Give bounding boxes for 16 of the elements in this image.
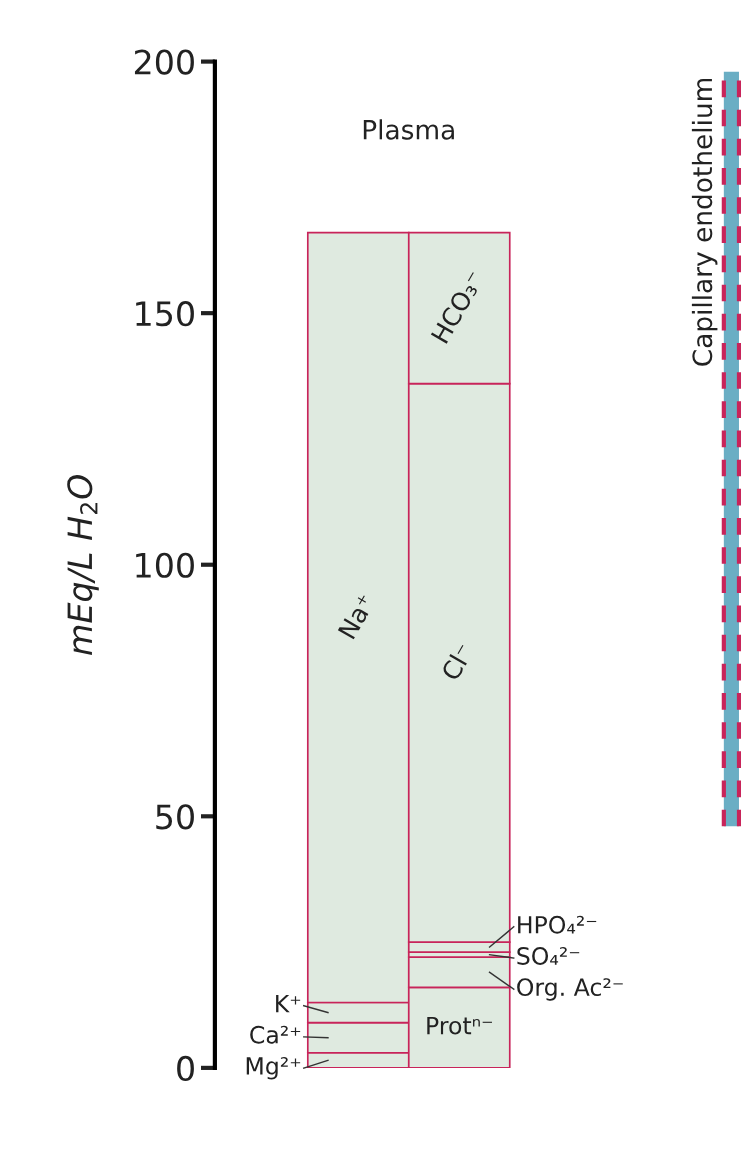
y-tick-label: 200 — [134, 49, 194, 75]
text: Capillary endothelium — [691, 78, 718, 366]
series-label: HPO₄²⁻ — [518, 915, 597, 934]
series-label: SO₄²⁻ — [517, 947, 580, 965]
y-tick-label: 0 — [177, 1055, 194, 1082]
y-tick-label: 50 — [156, 804, 194, 830]
text: Plasma — [363, 119, 454, 140]
y-tick-label: 150 — [136, 301, 194, 327]
series-label: Mg²⁺ — [246, 1057, 301, 1080]
series-label: Cl⁻ — [440, 641, 475, 682]
y-tick-label: 100 — [136, 552, 194, 578]
y-axis-title: mEq/L H$_{2}$O — [67, 474, 99, 655]
series-label: K⁺ — [276, 994, 301, 1013]
series-label: Protⁿ⁻ — [427, 1016, 492, 1035]
series-label: Ca²⁺ — [250, 1025, 301, 1044]
series-label: Org. Ac²⁻ — [517, 978, 623, 1001]
